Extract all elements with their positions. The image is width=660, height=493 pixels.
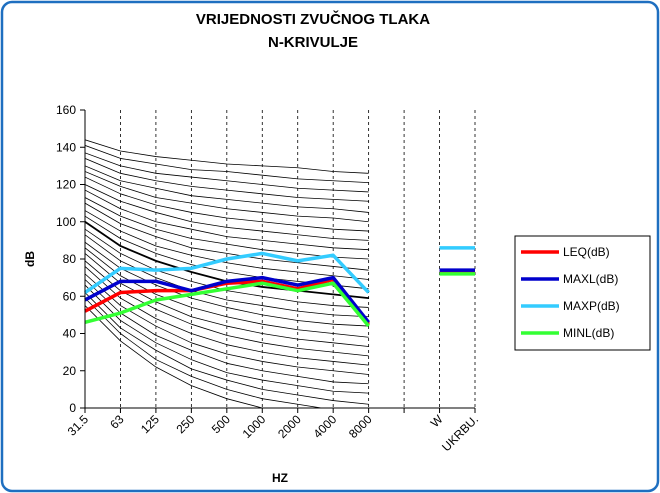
y-tick-label: 80 [63,252,77,266]
legend: LEQ(dB) MAXL(dB) MAXP(dB) MINL(dB) [514,235,651,351]
legend-box [514,235,651,351]
legend-label: MINL(dB) [563,326,614,340]
y-tick-label: 0 [69,401,76,415]
series-line [84,251,370,294]
reference-curve [85,234,369,318]
y-tick-label: 40 [63,327,77,341]
reference-curve [85,284,369,394]
y-tick-label: 100 [56,215,76,229]
y-tick-label: 120 [56,178,76,192]
series-line [84,275,371,324]
reference-curve [85,202,369,271]
reference-curve [85,184,369,241]
series-line [84,281,370,328]
reference-curve [85,273,369,375]
legend-label: MAXL(dB) [563,272,618,286]
reference-curve [85,241,369,327]
y-tick-label: 140 [56,140,76,154]
grid [120,110,476,408]
chart-title: VRIJEDNOSTI ZVUČNOG TLAKA [196,10,430,28]
series-line [84,277,371,326]
y-tick-label: 160 [56,103,76,117]
y-tick-label: 20 [63,364,77,378]
legend-label: MAXP(dB) [563,299,620,313]
reference-curve [85,152,369,193]
series-lines [84,246,475,328]
y-axis-title: dB [23,251,37,267]
reference-curve [85,260,369,357]
chart-subtitle: N-KRIVULJE [268,34,358,51]
x-axis-title: HZ [272,471,288,485]
y-tick-label: 60 [63,289,77,303]
reference-curve [85,165,369,213]
legend-label: LEQ(dB) [563,245,610,259]
